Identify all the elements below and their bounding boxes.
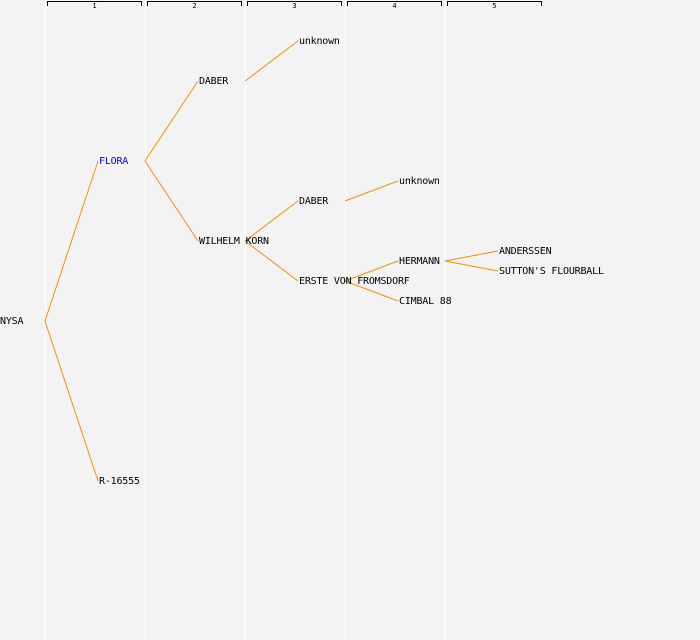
node-sire-dam: WILHELM KORN [199, 236, 269, 247]
node-root: NYSA [0, 316, 24, 327]
generation-number: 2 [192, 2, 197, 10]
edge-root-sire [44, 160, 99, 322]
generation-header-4: 4 [347, 0, 442, 12]
generation-bracket [447, 1, 542, 6]
edge-hermann-dam [444, 260, 499, 272]
node-hermann-dam: SUTTON'S FLOURBALL [499, 266, 604, 277]
edge-sire-dam-dam-sire [344, 260, 399, 282]
generation-bracket [47, 1, 142, 6]
node-sire-link[interactable]: FLORA [99, 156, 129, 167]
node-sire-dam-dam: ERSTE VON FROMSDORF [299, 276, 410, 287]
node-sire-dam-dam-sire: HERMANN [399, 256, 440, 267]
generation-header-5: 5 [447, 0, 542, 12]
edge-sire-dam-dam-dam [344, 280, 399, 302]
node-sire-sire: DABER [199, 76, 229, 87]
generation-header-3: 3 [247, 0, 342, 12]
edge-sire-dam-sire [244, 200, 299, 242]
node-sire-sire-sire: unknown [299, 36, 340, 47]
edge-sire-sire [144, 80, 199, 162]
node-sire-dam-sire: DABER [299, 196, 329, 207]
column-divider [345, 0, 346, 640]
column-divider [445, 0, 446, 640]
generation-number: 4 [392, 2, 397, 10]
node-hermann-sire: ANDERSSEN [499, 246, 552, 257]
node-dam: R-16555 [99, 476, 140, 487]
edge-sire-dam [144, 160, 199, 242]
column-divider [245, 0, 246, 640]
generation-number: 1 [92, 2, 97, 10]
generation-header-2: 2 [147, 0, 242, 12]
generation-number: 3 [292, 2, 297, 10]
edge-sire-sire-sire [244, 40, 299, 82]
generation-bracket [347, 1, 442, 6]
edge-root-dam [44, 320, 99, 482]
edge-sire-dam-sire-sire [344, 180, 399, 202]
generation-bracket [247, 1, 342, 6]
generation-bracket [147, 1, 242, 6]
generation-header-1: 1 [47, 0, 142, 12]
node-sire-dam-sire-sire: unknown [399, 176, 440, 187]
edge-sire-dam-dam [244, 240, 299, 282]
node-sire-dam-dam-dam: CIMBAL 88 [399, 296, 452, 307]
edge-group [44, 40, 499, 482]
column-divider [145, 0, 146, 640]
edge-hermann-sire [444, 250, 499, 262]
generation-number: 5 [492, 2, 497, 10]
